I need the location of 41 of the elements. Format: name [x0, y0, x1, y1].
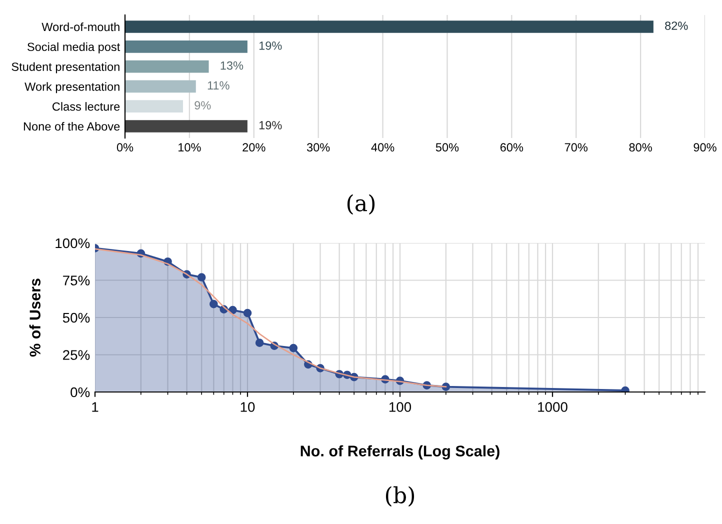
- x-tick-label: 0%: [116, 143, 134, 152]
- bar: [125, 40, 248, 53]
- x-tick-label: 40%: [371, 143, 394, 152]
- y-tick-label: 0%: [70, 387, 90, 398]
- y-tick-label: Social media post: [28, 42, 120, 54]
- y-tick-label: 100%: [56, 238, 90, 248]
- y-tick-label: 75%: [63, 276, 90, 286]
- x-tick-label: 50%: [436, 143, 459, 152]
- x-tick-label: 100: [389, 402, 412, 412]
- x-tick-label: 1000: [538, 402, 568, 412]
- data-label: 11%: [208, 81, 230, 90]
- data-label: 13%: [220, 61, 244, 70]
- y-tick-label: Class lecture: [52, 102, 120, 111]
- x-tick-label: 20%: [242, 143, 266, 152]
- y-tick-label: None of the Above: [24, 122, 120, 131]
- y-tick-label: Work presentation: [24, 82, 120, 94]
- y-tick-label: Student presentation: [12, 62, 120, 74]
- x-tick-label: 30%: [306, 143, 330, 152]
- data-label: 9%: [194, 101, 211, 110]
- x-tick-label: 1: [92, 402, 98, 412]
- bar: [125, 20, 654, 33]
- y-tick-label: 25%: [63, 350, 90, 360]
- text: (a): [347, 194, 375, 215]
- text: (b): [386, 486, 414, 507]
- x-axis-title: No. of Referrals (Log Scale): [300, 445, 500, 460]
- bar: [125, 120, 248, 132]
- x-tick-label: 60%: [500, 143, 524, 152]
- bar: [125, 80, 196, 93]
- data-label: 19%: [259, 41, 282, 50]
- y-tick-label: Word-of-mouth: [42, 22, 120, 32]
- x-tick-label: 10: [240, 402, 255, 412]
- y-tick-label: 50%: [62, 312, 90, 323]
- bar: [125, 60, 209, 73]
- x-tick-label: 10%: [178, 143, 201, 152]
- y-axis-title: % of Users: [29, 278, 40, 357]
- bar: [125, 100, 183, 113]
- x-tick-label: 80%: [629, 143, 652, 152]
- x-tick-label: 70%: [564, 143, 588, 152]
- data-label: 82%: [665, 22, 688, 30]
- x-tick-label: 90%: [694, 143, 716, 152]
- data-label: 19%: [259, 121, 282, 130]
